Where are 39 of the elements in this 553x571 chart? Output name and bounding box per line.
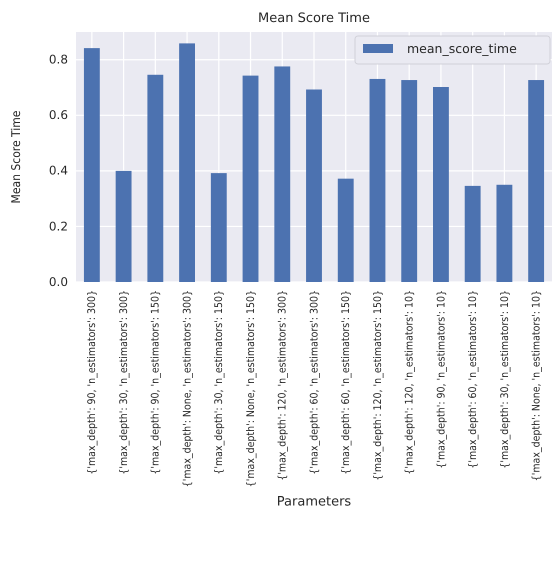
x-tick-label: {'max_depth': 90, 'n_estimators': 150} — [150, 290, 162, 475]
bar — [84, 48, 100, 282]
bar — [433, 87, 449, 282]
chart-title: Mean Score Time — [258, 11, 370, 26]
x-tick-label: {'max_depth': None, 'n_estimators': 300} — [181, 290, 194, 488]
y-tick-label: 0.2 — [48, 219, 68, 234]
bar — [528, 80, 544, 282]
bar — [370, 78, 386, 282]
legend-label: mean_score_time — [407, 41, 518, 56]
x-axis-title: Parameters — [276, 494, 352, 510]
x-tick-label: {'max_depth': 90, 'n_estimators': 10} — [435, 290, 448, 469]
x-tick-label: {'max_depth': 60, 'n_estimators': 300} — [308, 290, 320, 475]
bar — [464, 186, 481, 282]
y-tick-label: 0.6 — [48, 108, 68, 122]
y-tick-label: 0.8 — [48, 52, 68, 67]
bar — [147, 74, 164, 282]
x-tick-label: {'max_depth': 120, 'n_estimators': 10} — [404, 290, 416, 475]
y-tick-label: 0.0 — [48, 274, 68, 289]
x-tick-label: {'max_depth': 60, 'n_estimators': 150} — [340, 290, 352, 475]
bar — [306, 90, 322, 282]
x-tick-label: {'max_depth': 30, 'n_estimators': 150} — [213, 290, 226, 475]
x-tick-label: {'max_depth': None, 'n_estimators': 150} — [244, 290, 257, 488]
bar — [179, 43, 195, 282]
bar — [116, 170, 132, 282]
x-tick-label: {'max_depth': 30, 'n_estimators': 300} — [118, 290, 130, 475]
y-axis-title: Mean Score Time — [9, 110, 23, 204]
x-tick-label: {'max_depth': 90, 'n_estimators': 300} — [86, 290, 98, 475]
x-tick-label: {'max_depth': 120, 'n_estimators': 300} — [276, 290, 289, 481]
x-tick-label: {'max_depth': 120, 'n_estimators': 150} — [372, 290, 384, 481]
bar — [338, 178, 354, 282]
bar — [210, 173, 227, 282]
x-tick-label: {'max_depth': 60, 'n_estimators': 10} — [467, 290, 480, 469]
x-tick-label: {'max_depth': None, 'n_estimators': 10} — [530, 290, 542, 482]
bar — [242, 76, 258, 282]
x-tick-label: {'max_depth': 30, 'n_estimators': 10} — [498, 290, 511, 469]
bar — [274, 66, 290, 282]
y-tick-label: 0.4 — [48, 164, 68, 178]
bar — [496, 184, 512, 282]
bar — [401, 80, 418, 282]
